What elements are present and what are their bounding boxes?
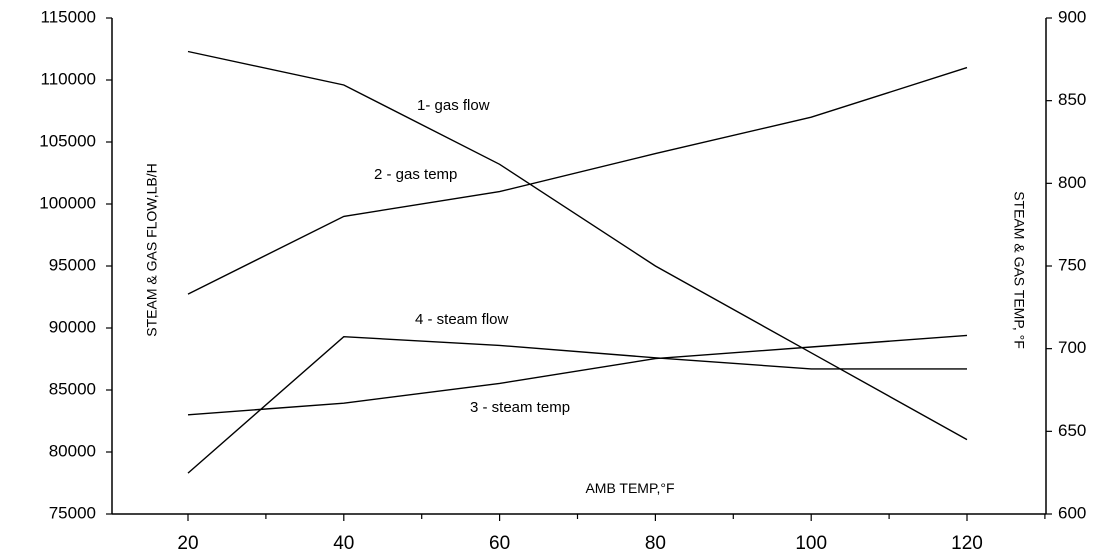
right-tick-label: 900 (1058, 7, 1086, 26)
right-axis-ticks: 600 650 700 750 800 850 900 (1046, 7, 1086, 522)
x-tick-label: 100 (795, 533, 827, 554)
series-line-4-steam-flow (187, 335, 967, 474)
right-tick-label: 650 (1058, 421, 1086, 440)
series-line-3-steam-temp (187, 334, 968, 416)
left-tick-label: 115000 (41, 7, 96, 26)
x-tick-label: 20 (177, 533, 198, 554)
x-axis-ticks: 20 40 60 80 100 120 (177, 514, 1046, 554)
series-line-2-gas-temp (187, 66, 968, 295)
right-axis-title: STEAM & GAS TEMP, °F (1011, 191, 1027, 349)
right-tick-label: 750 (1058, 255, 1086, 274)
left-axis-ticks: 75000 80000 85000 90000 95000 100000 105000 110… (39, 7, 112, 522)
series-label-steam-temp: 3 - steam temp (470, 399, 570, 416)
left-tick-label: 105000 (39, 131, 96, 150)
series-label-steam-flow: 4 - steam flow (415, 311, 509, 328)
x-tick-label: 120 (951, 533, 983, 554)
series-layer (187, 50, 968, 474)
axes (111, 18, 1047, 515)
left-tick-label: 90000 (49, 317, 96, 336)
left-tick-label: 100000 (39, 193, 96, 212)
series-annotations: 1- gas flow 2 - gas temp 3 - steam temp … (374, 97, 570, 416)
left-tick-label: 80000 (49, 441, 96, 460)
series-label-gas-flow: 1- gas flow (417, 97, 490, 114)
left-axis-title: STEAM & GAS FLOW,LB/H (144, 163, 160, 336)
series-line-1-gas-flow (187, 50, 968, 441)
right-tick-label: 600 (1058, 503, 1086, 522)
left-tick-label: 110000 (41, 69, 96, 88)
series-label-gas-temp: 2 - gas temp (374, 166, 457, 183)
left-tick-label: 95000 (49, 255, 96, 274)
x-tick-label: 40 (333, 533, 354, 554)
axis-titles: STEAM & GAS FLOW,LB/H STEAM & GAS TEMP, … (144, 163, 1028, 496)
right-tick-label: 850 (1058, 90, 1086, 109)
left-tick-label: 85000 (49, 379, 96, 398)
left-tick-label: 75000 (49, 503, 96, 522)
x-tick-label: 80 (645, 533, 666, 554)
right-tick-label: 800 (1058, 173, 1086, 192)
x-axis-title: AMB TEMP,°F (585, 480, 674, 496)
right-tick-label: 700 (1058, 338, 1086, 357)
x-tick-label: 60 (489, 533, 510, 554)
